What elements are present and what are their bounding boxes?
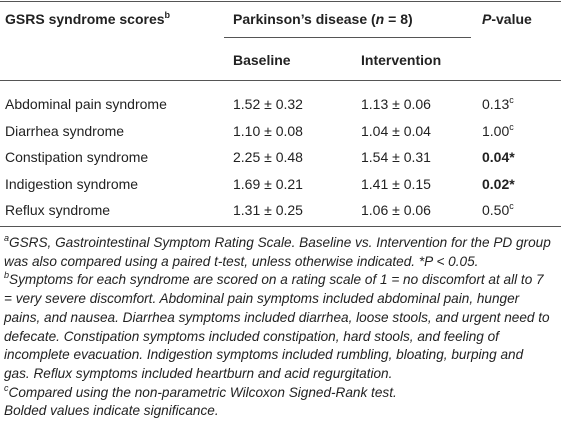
pvalue-text: 0.13 bbox=[482, 96, 510, 112]
footnote: aGSRS, Gastrointestinal Symptom Rating S… bbox=[4, 234, 552, 271]
footnote-text: Bolded values indicate significance. bbox=[4, 403, 219, 419]
cell-baseline: 1.52 ± 0.32 bbox=[233, 96, 303, 112]
header-baseline: Baseline bbox=[233, 52, 291, 68]
footnote-text: Compared using the non-parametric Wilcox… bbox=[8, 384, 397, 400]
pvalue-text: 0.50 bbox=[482, 202, 510, 218]
footnote-mark: b bbox=[4, 270, 10, 281]
header-scores: GSRS syndrome scoresb bbox=[5, 10, 170, 28]
cell-name: Reflux syndrome bbox=[5, 202, 111, 218]
cell-intervention: 1.54 ± 0.31 bbox=[361, 149, 431, 165]
header-text: P bbox=[482, 11, 492, 27]
cell-baseline: 1.10 ± 0.08 bbox=[233, 122, 303, 139]
cell-baseline: 1.31 ± 0.25 bbox=[233, 202, 303, 218]
pvalue-text: 0.04* bbox=[482, 149, 515, 165]
cell-baseline: 1.69 ± 0.21 bbox=[233, 175, 303, 192]
header-group: Parkinson’s disease (n = 8) bbox=[233, 10, 413, 28]
header-pvalue: P-value bbox=[482, 10, 532, 28]
cell-name: Abdominal pain syndrome bbox=[5, 96, 167, 112]
footnote-mark: c bbox=[4, 382, 9, 393]
footnote-text: GSRS, Gastrointestinal Symptom Rating Sc… bbox=[4, 235, 551, 269]
footnotes: aGSRS, Gastrointestinal Symptom Rating S… bbox=[4, 234, 552, 421]
footnote: Bolded values indicate significance. bbox=[4, 402, 552, 421]
header-text: = 8) bbox=[384, 11, 413, 27]
pvalue-text: 0.02* bbox=[482, 175, 515, 192]
superscript: c bbox=[509, 201, 514, 211]
bottom-rule bbox=[0, 226, 561, 227]
header-text: -value bbox=[491, 11, 532, 27]
footnote-text: Symptoms for each syndrome are scored on… bbox=[4, 272, 550, 381]
header-intervention: Intervention bbox=[361, 52, 442, 68]
cell-intervention: 1.41 ± 0.15 bbox=[361, 175, 431, 192]
header-text: n bbox=[375, 11, 385, 27]
cell-pvalue: 1.00c bbox=[482, 122, 514, 140]
pvalue-text: 1.00 bbox=[482, 122, 510, 139]
cell-name: Indigestion syndrome bbox=[5, 175, 139, 192]
cell-intervention: 1.06 ± 0.06 bbox=[361, 202, 431, 218]
header-text: Parkinson’s disease ( bbox=[233, 11, 376, 27]
superscript: b bbox=[164, 10, 171, 20]
footnote-mark: a bbox=[4, 233, 10, 243]
top-rule bbox=[0, 1, 561, 2]
cell-pvalue: 0.13c bbox=[482, 95, 514, 113]
cell-intervention: 1.13 ± 0.06 bbox=[361, 96, 431, 112]
superscript: c bbox=[509, 121, 514, 132]
footnote: bSymptoms for each syndrome are scored o… bbox=[4, 271, 552, 383]
cell-pvalue: 0.50c bbox=[482, 201, 514, 219]
cell-name: Diarrhea syndrome bbox=[5, 122, 125, 139]
cell-intervention: 1.04 ± 0.04 bbox=[361, 122, 431, 139]
cell-pvalue: 0.02* bbox=[482, 175, 515, 193]
cell-name: Constipation syndrome bbox=[5, 149, 149, 165]
header-text: GSRS syndrome scores bbox=[5, 11, 165, 27]
group-rule bbox=[224, 37, 471, 38]
cell-baseline: 2.25 ± 0.48 bbox=[233, 149, 303, 165]
header-rule bbox=[0, 80, 561, 81]
cell-pvalue: 0.04* bbox=[482, 148, 515, 166]
footnote: cCompared using the non-parametric Wilco… bbox=[4, 382, 552, 403]
superscript: c bbox=[509, 95, 514, 105]
